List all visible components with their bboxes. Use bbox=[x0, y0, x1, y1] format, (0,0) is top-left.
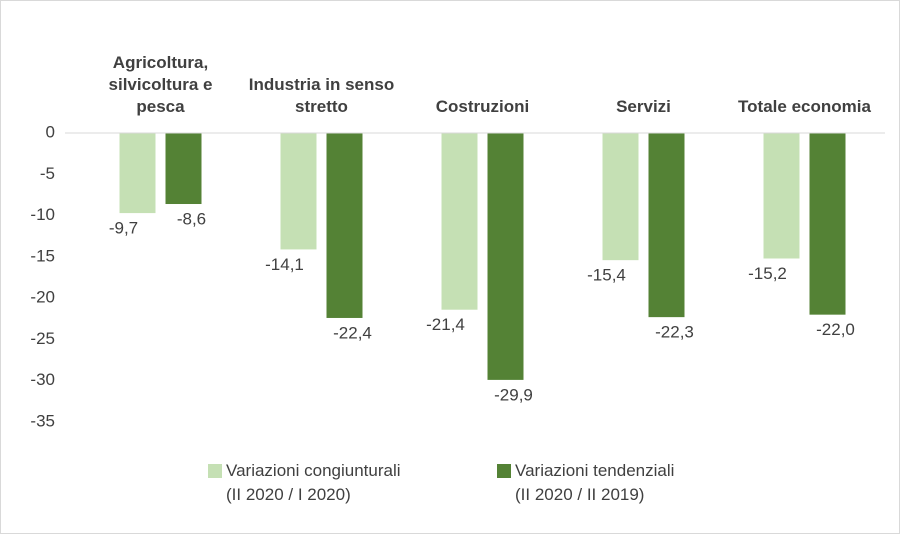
category-label: Agricoltura, silvicoltura e pesca bbox=[108, 53, 213, 116]
legend-label: Variazioni tendenziali (II 2020 / II 201… bbox=[515, 461, 675, 504]
y-tick-label: -5 bbox=[40, 164, 55, 183]
legend-swatch bbox=[208, 464, 222, 478]
y-tick-label: -30 bbox=[30, 370, 55, 389]
y-tick-label: -20 bbox=[30, 288, 55, 307]
bar bbox=[119, 133, 156, 214]
value-label: -22,4 bbox=[333, 323, 372, 342]
bar bbox=[602, 133, 639, 261]
bar bbox=[487, 133, 524, 380]
bar bbox=[280, 133, 317, 250]
bar bbox=[326, 133, 363, 318]
bar bbox=[165, 133, 202, 205]
value-label: -22,3 bbox=[655, 323, 694, 342]
legend-label: Variazioni congiunturali (II 2020 / I 20… bbox=[226, 461, 401, 504]
category-label: Totale economia bbox=[738, 97, 871, 116]
bar bbox=[763, 133, 800, 259]
value-label: -21,4 bbox=[426, 315, 465, 334]
bar bbox=[441, 133, 478, 310]
category-label: Industria in senso stretto bbox=[248, 75, 395, 116]
value-label: -22,0 bbox=[816, 320, 855, 339]
value-label: -14,1 bbox=[265, 255, 304, 274]
value-label: -8,6 bbox=[177, 209, 206, 228]
y-tick-label: -10 bbox=[30, 205, 55, 224]
category-label: Costruzioni bbox=[435, 97, 530, 116]
value-label: -15,2 bbox=[748, 264, 787, 283]
y-tick-label: -15 bbox=[30, 246, 55, 265]
bar bbox=[648, 133, 685, 318]
y-tick-label: -35 bbox=[30, 411, 55, 430]
legend-item: Variazioni congiunturali (II 2020 / I 20… bbox=[208, 459, 401, 507]
value-label: -15,4 bbox=[587, 266, 626, 285]
y-tick-label: -25 bbox=[30, 329, 55, 348]
category-label: Servizi bbox=[616, 97, 671, 116]
bar bbox=[809, 133, 846, 315]
legend-swatch bbox=[497, 464, 511, 478]
legend-item: Variazioni tendenziali (II 2020 / II 201… bbox=[497, 459, 674, 507]
value-label: -29,9 bbox=[494, 385, 533, 404]
y-tick-label: 0 bbox=[46, 122, 55, 141]
value-label: -9,7 bbox=[109, 219, 138, 238]
